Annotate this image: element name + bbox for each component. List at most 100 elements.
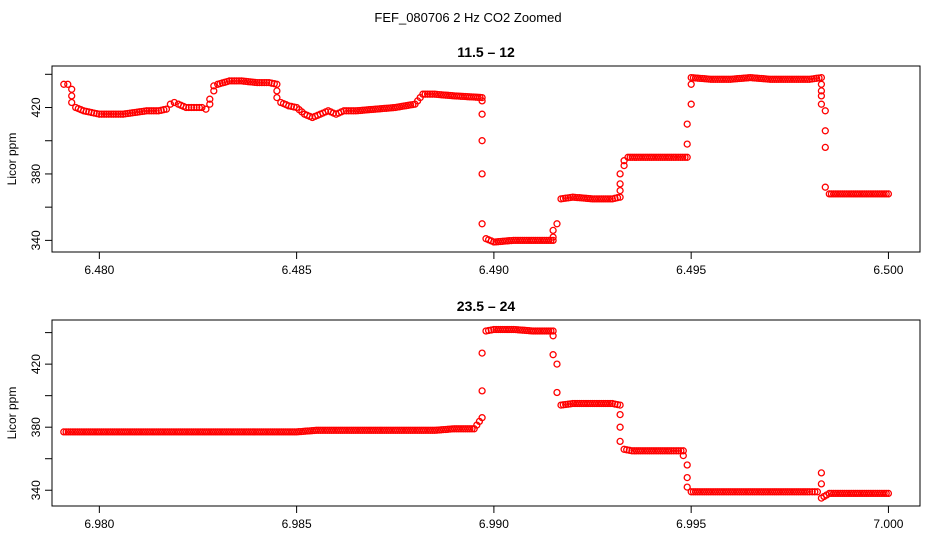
- data-point: [679, 153, 687, 161]
- data-point: [102, 110, 111, 118]
- data-point: [147, 107, 156, 115]
- data-point: [64, 428, 72, 436]
- plot-frame: [51, 65, 921, 253]
- data-point: [198, 103, 206, 112]
- data-point: [616, 437, 624, 446]
- data-point: [683, 473, 691, 482]
- data-point: [152, 107, 160, 115]
- x-tick-label: 6.500: [873, 263, 903, 277]
- data-point: [98, 110, 106, 118]
- data-point: [616, 423, 624, 431]
- y-tick-label: 340: [29, 480, 43, 500]
- data-point: [478, 170, 486, 178]
- data-point: [549, 351, 557, 359]
- data-point: [882, 190, 890, 198]
- data-point: [468, 425, 476, 433]
- data-point: [68, 98, 76, 107]
- data-point: [665, 447, 673, 455]
- data-point: [817, 73, 826, 82]
- data-point: [112, 110, 120, 118]
- data-point: [801, 75, 809, 83]
- data-point: [68, 92, 76, 100]
- data-point: [667, 153, 676, 161]
- figure-title: FEF_080706 2 Hz CO2 Zoomed: [374, 10, 561, 25]
- data-point: [663, 447, 671, 455]
- x-tick-label: 6.995: [676, 517, 706, 531]
- x-tick-label: 7.000: [873, 517, 903, 531]
- data-point: [683, 120, 691, 128]
- data-point: [604, 399, 612, 408]
- data-point: [808, 488, 816, 496]
- data-point: [419, 90, 427, 98]
- data-point: [117, 110, 125, 118]
- data-point: [821, 143, 829, 152]
- data-point: [672, 153, 680, 161]
- data-point: [805, 488, 814, 496]
- data-point: [340, 107, 348, 115]
- data-point: [549, 332, 557, 340]
- y-tick-label: 420: [29, 354, 43, 374]
- data-point: [64, 80, 72, 88]
- data-point: [553, 360, 561, 368]
- data-point: [670, 153, 678, 161]
- data-point: [95, 110, 103, 118]
- data-point: [553, 388, 561, 397]
- data-point: [616, 401, 624, 409]
- data-point: [210, 87, 218, 95]
- data-point: [620, 161, 628, 170]
- data-point: [670, 447, 678, 455]
- x-tick-label: 6.990: [479, 517, 509, 531]
- data-point: [206, 95, 214, 103]
- data-point: [428, 90, 436, 98]
- x-tick-label: 6.490: [479, 263, 509, 277]
- data-point: [817, 469, 826, 477]
- data-point: [478, 414, 486, 422]
- data-point: [882, 489, 890, 498]
- data-point: [478, 349, 486, 357]
- x-tick-label: 6.485: [282, 263, 312, 277]
- data-point: [549, 236, 557, 245]
- data-point: [683, 461, 691, 469]
- data-point: [679, 451, 687, 460]
- data-point: [195, 103, 203, 112]
- y-tick-label: 380: [29, 417, 43, 437]
- panel-title: 23.5 – 24: [457, 298, 516, 314]
- data-point: [342, 107, 350, 115]
- data-point: [681, 153, 689, 161]
- data-point: [258, 78, 266, 87]
- data-point: [202, 105, 210, 113]
- data-point: [683, 140, 691, 148]
- data-point: [616, 410, 624, 419]
- data-point: [421, 90, 429, 98]
- data-point: [210, 82, 218, 90]
- data-point: [679, 447, 687, 455]
- data-point: [193, 103, 201, 112]
- data-point: [182, 103, 190, 112]
- data-point: [665, 153, 673, 161]
- data-point: [803, 75, 811, 83]
- y-tick-label: 420: [29, 97, 43, 117]
- data-point: [253, 78, 261, 87]
- data-point: [545, 327, 553, 335]
- data-point: [821, 127, 829, 135]
- data-point: [672, 447, 680, 455]
- data-point: [66, 428, 75, 436]
- data-point: [68, 85, 76, 93]
- data-point: [884, 190, 893, 198]
- y-axis-label: Licor ppm: [5, 133, 19, 186]
- data-point: [606, 399, 614, 408]
- data-point: [187, 103, 196, 112]
- data-point: [803, 488, 811, 496]
- data-point: [606, 195, 614, 203]
- data-point: [235, 77, 243, 85]
- data-point: [273, 93, 281, 102]
- data-point: [553, 220, 561, 228]
- data-point: [105, 110, 113, 118]
- data-point: [683, 483, 691, 491]
- data-point: [185, 103, 193, 112]
- data-point: [674, 447, 683, 455]
- data-point: [801, 488, 809, 496]
- data-point: [616, 180, 624, 188]
- data-point: [817, 100, 826, 108]
